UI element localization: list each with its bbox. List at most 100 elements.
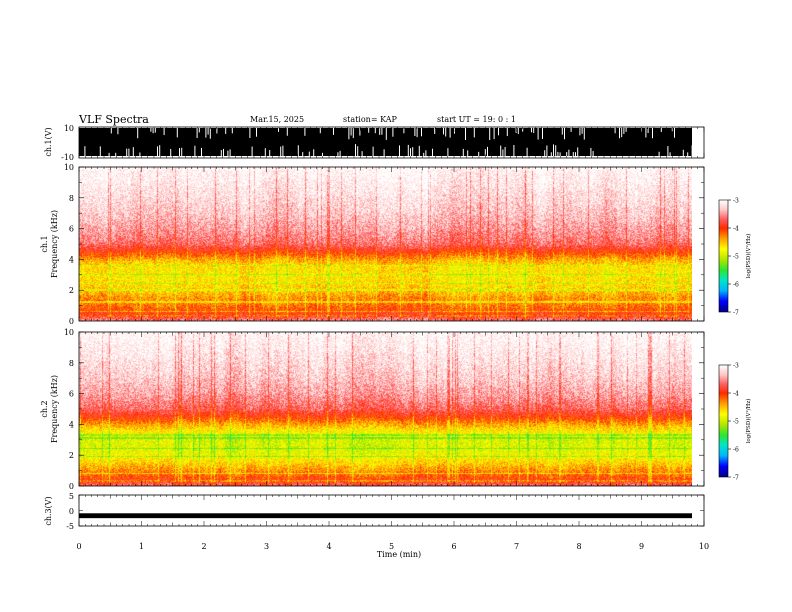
- waveform-gap: [667, 146, 669, 156]
- waveform-gap: [229, 149, 231, 156]
- ch1-spectrogram-image: [79, 167, 692, 321]
- waveform-gap: [619, 128, 620, 139]
- waveform-gap: [225, 128, 227, 134]
- colorbar-tick-label: -3: [733, 363, 739, 370]
- ch1-waveform-spikes: [84, 128, 693, 156]
- time-tick-label: 5: [389, 542, 394, 551]
- waveform-gap: [163, 128, 165, 136]
- waveform-gap: [645, 128, 647, 138]
- ch3-waveform-panel: 5 0 -5 ch.3(V): [44, 492, 705, 531]
- waveform-gap: [502, 149, 504, 156]
- colorbar-tick-label: -6: [733, 282, 739, 289]
- ch1-ytick-top: 10: [64, 124, 74, 133]
- waveform-gap: [231, 128, 233, 134]
- waveform-gap: [691, 145, 693, 156]
- waveform-gap: [251, 146, 253, 156]
- waveform-gap: [223, 148, 224, 156]
- figure-title: VLF Spectra: [78, 113, 149, 126]
- waveform-gap: [550, 152, 552, 156]
- ch2-colorbar: -3 -4 -5 -6 -7 log(PSD)(V²/Hz): [718, 363, 752, 482]
- waveform-gap: [361, 151, 363, 156]
- ch1-spectrogram-ticks: 0 2 4 6 8 10: [64, 163, 704, 326]
- frequency-tick-label: 4: [69, 255, 74, 264]
- waveform-gap: [357, 146, 359, 156]
- waveform-gap: [181, 147, 183, 156]
- waveform-gap: [504, 147, 506, 156]
- waveform-gap: [194, 145, 196, 156]
- waveform-gap: [359, 128, 361, 136]
- waveform-gap: [385, 128, 387, 140]
- waveform-gap: [379, 128, 381, 135]
- colorbar-tick-label: -6: [733, 447, 739, 454]
- time-tick-label: 1: [139, 542, 144, 551]
- waveform-gap: [546, 145, 548, 156]
- time-axis-label: Time (min): [377, 550, 421, 559]
- ch3-ytick-mid: 0: [69, 507, 74, 516]
- ch2-colorbar-label: log(PSD)(V²/Hz): [745, 399, 752, 444]
- waveform-gap: [392, 128, 394, 137]
- waveform-gap: [449, 128, 451, 138]
- time-tick-label: 8: [576, 542, 581, 551]
- waveform-gap: [207, 128, 209, 135]
- waveform-gap: [513, 145, 515, 156]
- waveform-gap: [652, 128, 653, 139]
- waveform-gap: [559, 152, 561, 156]
- waveform-gap: [533, 128, 535, 133]
- waveform-gap: [99, 146, 101, 156]
- waveform-gap: [280, 146, 282, 156]
- colorbar-tick-label: -7: [733, 475, 739, 482]
- waveform-gap: [264, 148, 266, 156]
- ch2-spectrogram-ticks: 0 2 4 6 8 10: [64, 328, 704, 491]
- waveform-gap: [170, 148, 172, 156]
- waveform-gap: [687, 152, 689, 156]
- waveform-gap: [671, 128, 673, 132]
- frequency-tick-label: 0: [69, 317, 74, 326]
- waveform-gap: [647, 128, 649, 133]
- waveform-gap: [487, 146, 488, 156]
- colorbar-tick-label: -4: [733, 226, 739, 233]
- waveform-gap: [478, 151, 480, 156]
- waveform-gap: [159, 145, 161, 156]
- waveform-gap: [566, 152, 568, 156]
- waveform-gap: [537, 128, 539, 140]
- waveform-gap: [660, 128, 662, 133]
- ch3-waveform-ticks: [79, 494, 704, 527]
- waveform-gap: [339, 150, 341, 156]
- ch2-spectrogram-label: ch.2: [40, 400, 49, 417]
- waveform-gap: [374, 128, 376, 134]
- waveform-gap: [355, 144, 356, 156]
- waveform-gap: [205, 128, 207, 138]
- waveform-gap: [489, 128, 491, 140]
- waveform-gap: [304, 128, 306, 136]
- waveform-gap: [443, 128, 444, 135]
- waveform-gap: [126, 148, 128, 156]
- waveform-gap: [542, 128, 543, 139]
- waveform-gap: [381, 128, 383, 135]
- colorbar-tick-label: -5: [733, 254, 739, 261]
- start-time-label: start UT = 19: 0 : 1: [437, 115, 516, 124]
- waveform-gap: [108, 152, 110, 156]
- waveform-gap: [110, 128, 112, 134]
- waveform-gap: [176, 128, 178, 138]
- waveform-gap: [493, 128, 495, 140]
- frequency-tick-label: 6: [69, 390, 74, 399]
- ch1-spectrogram-panel: 0 2 4 6 8 10 ch.1 Frequency (kHz): [40, 163, 705, 326]
- time-tick-label: 2: [201, 542, 206, 551]
- time-tick-label: 10: [699, 542, 709, 551]
- ch3-ytick-top: 5: [69, 492, 74, 501]
- waveform-gap: [579, 128, 581, 136]
- ch1-frequency-axis-label: Frequency (kHz): [50, 210, 59, 278]
- waveform-gap: [658, 151, 660, 156]
- ch3-ytick-bottom: -5: [66, 522, 74, 531]
- waveform-gap: [412, 147, 414, 156]
- waveform-gap: [557, 151, 559, 156]
- waveform-gap: [196, 128, 198, 139]
- date-label: Mar.15, 2025: [250, 115, 304, 124]
- waveform-gap: [372, 146, 374, 156]
- waveform-gap: [198, 128, 200, 133]
- waveform-gap: [570, 128, 572, 132]
- waveform-gap: [220, 150, 222, 156]
- waveform-gap: [368, 128, 370, 133]
- ch1-waveform-panel: 10 -10 ch.1(V): [44, 124, 705, 162]
- waveform-gap: [150, 128, 152, 132]
